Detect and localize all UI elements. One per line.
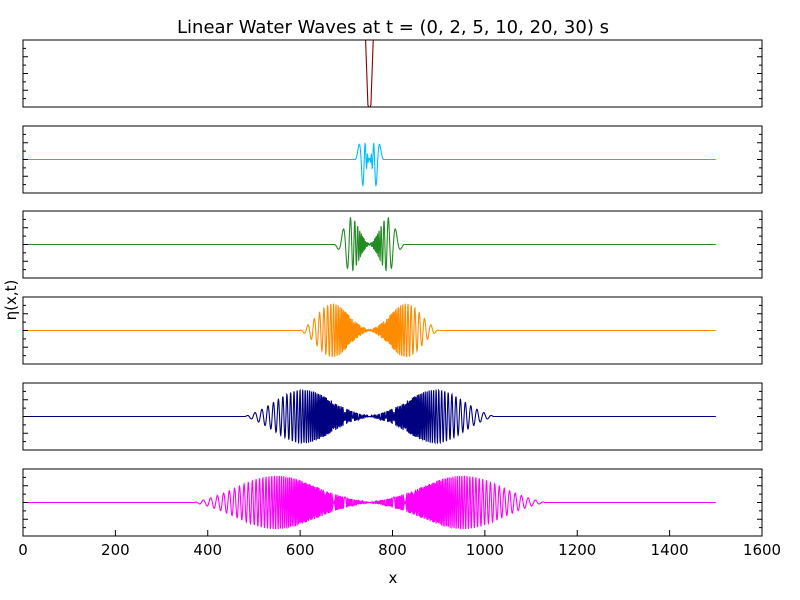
- subplot-t5: [22, 210, 763, 279]
- x-tick-label: 1200: [558, 541, 596, 559]
- subplot-t0: [22, 39, 763, 108]
- x-axis-label: x: [389, 569, 398, 587]
- x-tick-label: 800: [378, 541, 407, 559]
- x-tick-label: 200: [101, 541, 130, 559]
- x-tick-label: 600: [286, 541, 315, 559]
- chart-title: Linear Water Waves at t = (0, 2, 5, 10, …: [177, 17, 609, 38]
- x-axis: 0 200 400 600 800 1000 1200 1400 1600: [18, 530, 781, 559]
- x-tick-label: 1600: [743, 541, 781, 559]
- y-axis-label: η(x,t): [2, 280, 20, 321]
- x-tick-label: 1000: [466, 541, 504, 559]
- subplot-t2: [22, 125, 763, 194]
- series-line-t30: [23, 475, 716, 530]
- series-line-t20: [23, 388, 716, 445]
- series-line-t2: [23, 142, 716, 187]
- series-line-t5: [23, 216, 716, 272]
- x-tick-label: 0: [18, 541, 28, 559]
- series-line-t10: [23, 303, 716, 358]
- subplot-t10: [22, 296, 763, 365]
- subplot-t20: [22, 382, 763, 451]
- x-tick-label: 1400: [651, 541, 689, 559]
- x-tick-label: 400: [193, 541, 222, 559]
- series-line-t0: [365, 40, 374, 107]
